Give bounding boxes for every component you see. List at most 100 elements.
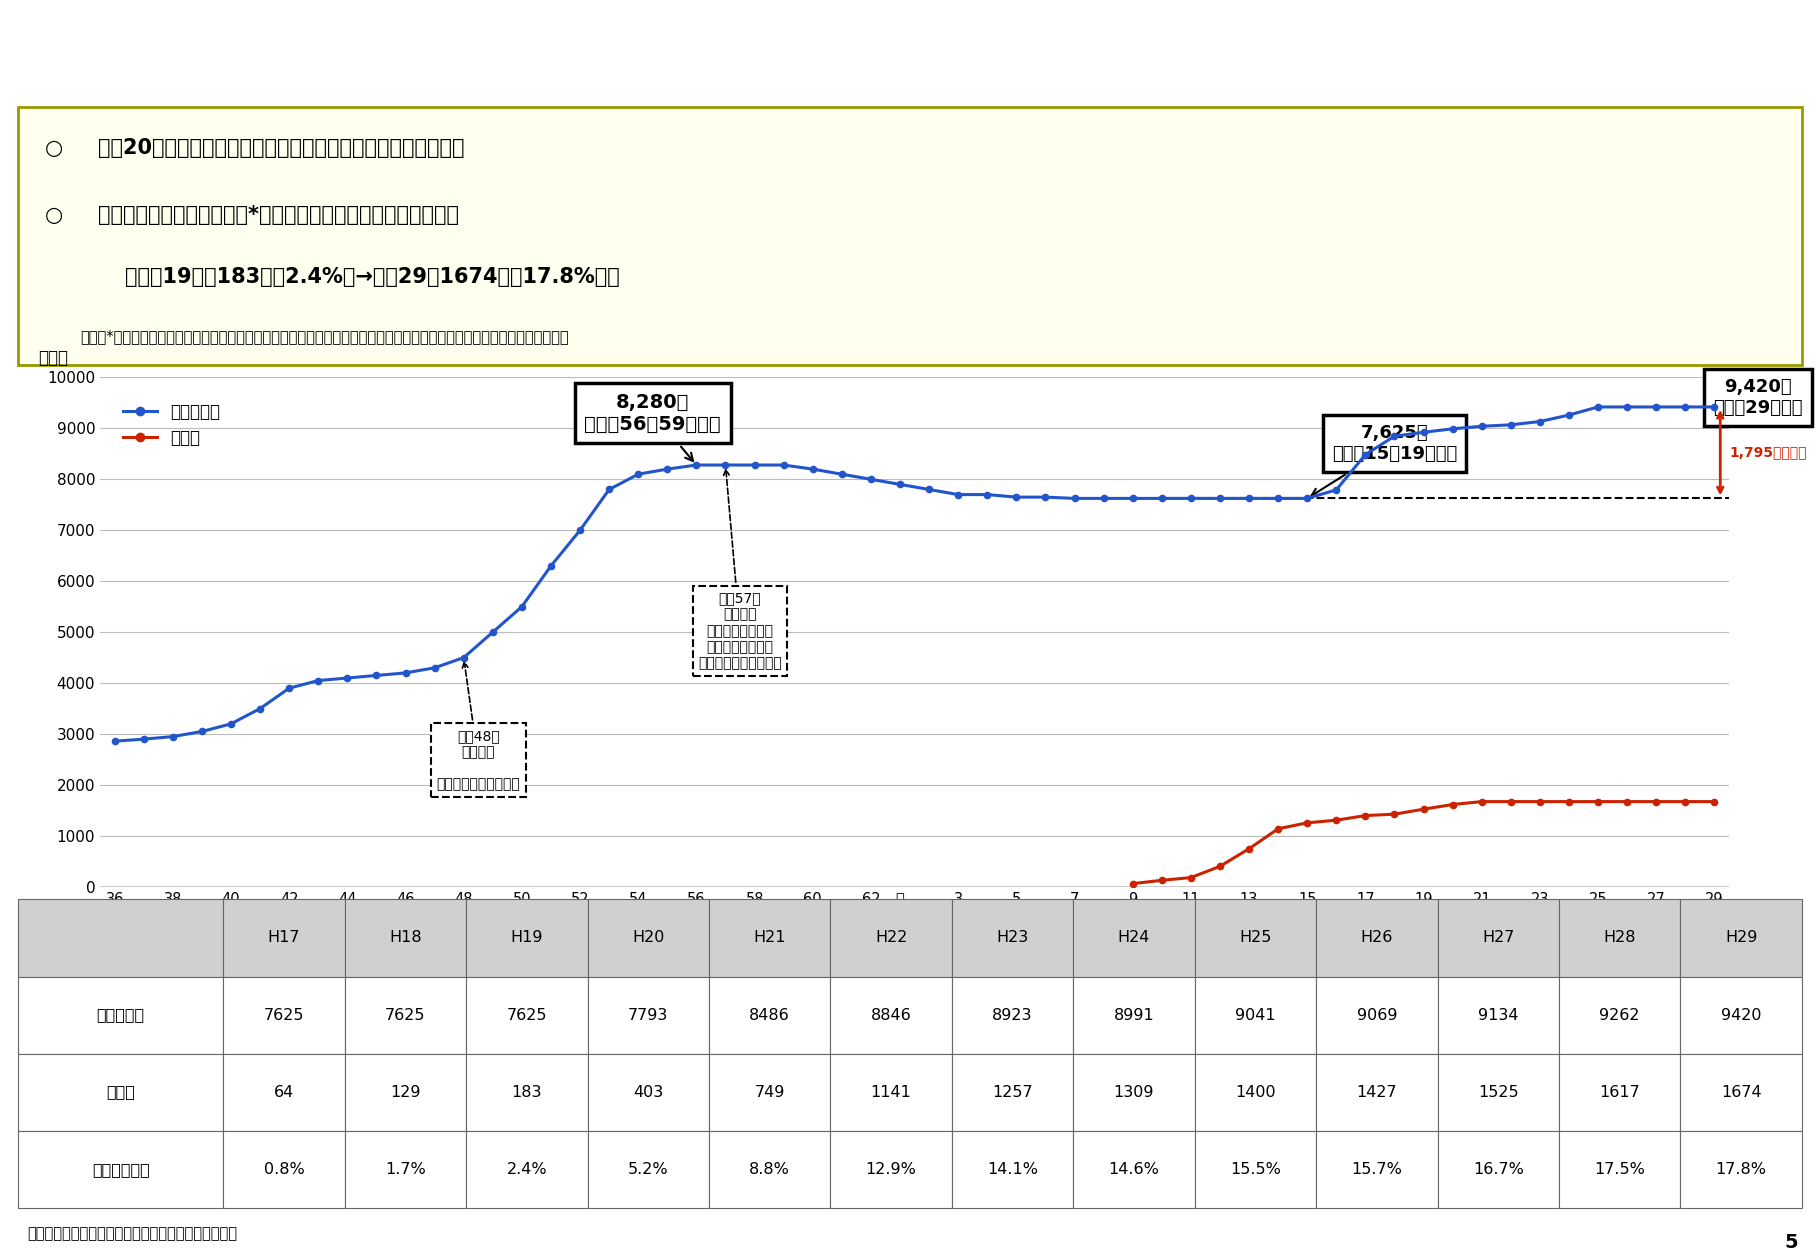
Bar [18, 976, 224, 1054]
Bar [1194, 1131, 1316, 1208]
Text: 1,795人の増員: 1,795人の増員 [1729, 445, 1807, 459]
Text: 9,420人
（平成29年度）: 9,420人 （平成29年度） [1713, 379, 1804, 418]
Text: H21: H21 [753, 931, 786, 946]
Bar [1074, 1131, 1194, 1208]
Text: 1617: 1617 [1600, 1084, 1640, 1099]
Bar [952, 899, 1074, 976]
Bar [830, 1131, 952, 1208]
Bar [830, 1054, 952, 1131]
Text: 昭和: 昭和 [100, 922, 118, 936]
Bar [466, 976, 588, 1054]
Bar [588, 1054, 710, 1131]
Legend: 医学部定員, 地域枠: 医学部定員, 地域枠 [116, 396, 226, 454]
Text: ○: ○ [46, 205, 64, 225]
Text: H18: H18 [389, 931, 422, 946]
Text: H29: H29 [1725, 931, 1758, 946]
Bar [1074, 1054, 1194, 1131]
Text: H25: H25 [1239, 931, 1272, 946]
Text: 平成20年度以降、医学部の入学定員を過去最大規模まで増員。: 平成20年度以降、医学部の入学定員を過去最大規模まで増員。 [98, 138, 464, 157]
Text: 9420: 9420 [1722, 1008, 1762, 1023]
Text: H23: H23 [996, 931, 1028, 946]
Bar [466, 1131, 588, 1208]
Bar [1680, 1131, 1802, 1208]
Bar [1316, 899, 1438, 976]
Text: 1257: 1257 [992, 1084, 1034, 1099]
Text: 1525: 1525 [1478, 1084, 1518, 1099]
Bar [344, 1131, 466, 1208]
Bar [1194, 1054, 1316, 1131]
Text: ○: ○ [46, 138, 64, 157]
Bar [1438, 899, 1560, 976]
Bar [18, 1131, 224, 1208]
Text: 14.6%: 14.6% [1108, 1161, 1159, 1176]
Bar [1074, 976, 1194, 1054]
Text: 0.8%: 0.8% [264, 1161, 304, 1176]
Bar [18, 1054, 224, 1131]
Text: H20: H20 [632, 931, 664, 946]
Text: 8923: 8923 [992, 1008, 1032, 1023]
Text: （人）: （人） [38, 350, 67, 367]
Bar [1074, 899, 1194, 976]
Bar [830, 976, 952, 1054]
Bar [1560, 899, 1680, 976]
Text: 129: 129 [389, 1084, 420, 1099]
Bar [224, 1054, 344, 1131]
Text: 749: 749 [755, 1084, 784, 1099]
Bar [18, 899, 224, 976]
Bar [1194, 976, 1316, 1054]
Bar [710, 899, 830, 976]
Bar [344, 976, 466, 1054]
Text: 昭和57年
閣議決定
「医師については
全体として過剰を
招かないように配慮」: 昭和57年 閣議決定 「医師については 全体として過剰を 招かないように配慮」 [699, 469, 783, 671]
Text: 183: 183 [511, 1084, 542, 1099]
Bar [710, 976, 830, 1054]
Text: 医学部定員に占める地域枠*の数・割合も、増加してきている。: 医学部定員に占める地域枠*の数・割合も、増加してきている。 [98, 205, 459, 225]
Text: 8486: 8486 [750, 1008, 790, 1023]
Bar [344, 899, 466, 976]
Bar [466, 899, 588, 976]
Text: H22: H22 [875, 931, 908, 946]
Text: 2.4%: 2.4% [506, 1161, 548, 1176]
Text: H17: H17 [268, 931, 300, 946]
Bar [710, 1131, 830, 1208]
Text: 1427: 1427 [1356, 1084, 1398, 1099]
Text: 15.7%: 15.7% [1352, 1161, 1401, 1176]
Bar [1316, 1131, 1438, 1208]
Bar [224, 1131, 344, 1208]
Bar [1680, 1054, 1802, 1131]
Text: 7,625人
（平成15〜19年度）: 7,625人 （平成15〜19年度） [1312, 424, 1458, 496]
Bar [952, 1054, 1074, 1131]
Text: H27: H27 [1481, 931, 1514, 946]
Text: 9134: 9134 [1478, 1008, 1518, 1023]
Text: 1674: 1674 [1720, 1084, 1762, 1099]
Text: 7625: 7625 [506, 1008, 548, 1023]
Text: 403: 403 [633, 1084, 664, 1099]
Bar [1438, 1054, 1560, 1131]
Text: H26: H26 [1361, 931, 1392, 946]
Text: 12.9%: 12.9% [866, 1161, 917, 1176]
Bar [224, 976, 344, 1054]
Text: 昭和48年
閣議決定

「無医大県解消構想」: 昭和48年 閣議決定 「無医大県解消構想」 [437, 662, 521, 791]
Bar [1438, 1131, 1560, 1208]
Text: 平成: 平成 [872, 922, 890, 936]
Bar [1680, 976, 1802, 1054]
Bar [1560, 1054, 1680, 1131]
Bar [588, 899, 710, 976]
Text: 1309: 1309 [1114, 1084, 1154, 1099]
Bar [1316, 1054, 1438, 1131]
Text: 8846: 8846 [870, 1008, 912, 1023]
Bar [1194, 899, 1316, 976]
Bar [1316, 976, 1438, 1054]
Bar [710, 1054, 830, 1131]
Text: 16.7%: 16.7% [1472, 1161, 1523, 1176]
Text: 地域枠: 地域枠 [106, 1084, 135, 1099]
Text: 地域枠の割合: 地域枠の割合 [91, 1161, 149, 1176]
Text: 1400: 1400 [1236, 1084, 1276, 1099]
Bar [344, 1054, 466, 1131]
Text: 17.5%: 17.5% [1594, 1161, 1645, 1176]
Text: 14.1%: 14.1% [986, 1161, 1037, 1176]
Text: 8,280人
（昭和56〜59年度）: 8,280人 （昭和56〜59年度） [584, 392, 721, 462]
Bar [588, 976, 710, 1054]
Bar [1680, 899, 1802, 976]
Text: 医学部入学定員と地域枠の年次推移: 医学部入学定員と地域枠の年次推移 [710, 26, 1110, 68]
Text: 64: 64 [273, 1084, 295, 1099]
